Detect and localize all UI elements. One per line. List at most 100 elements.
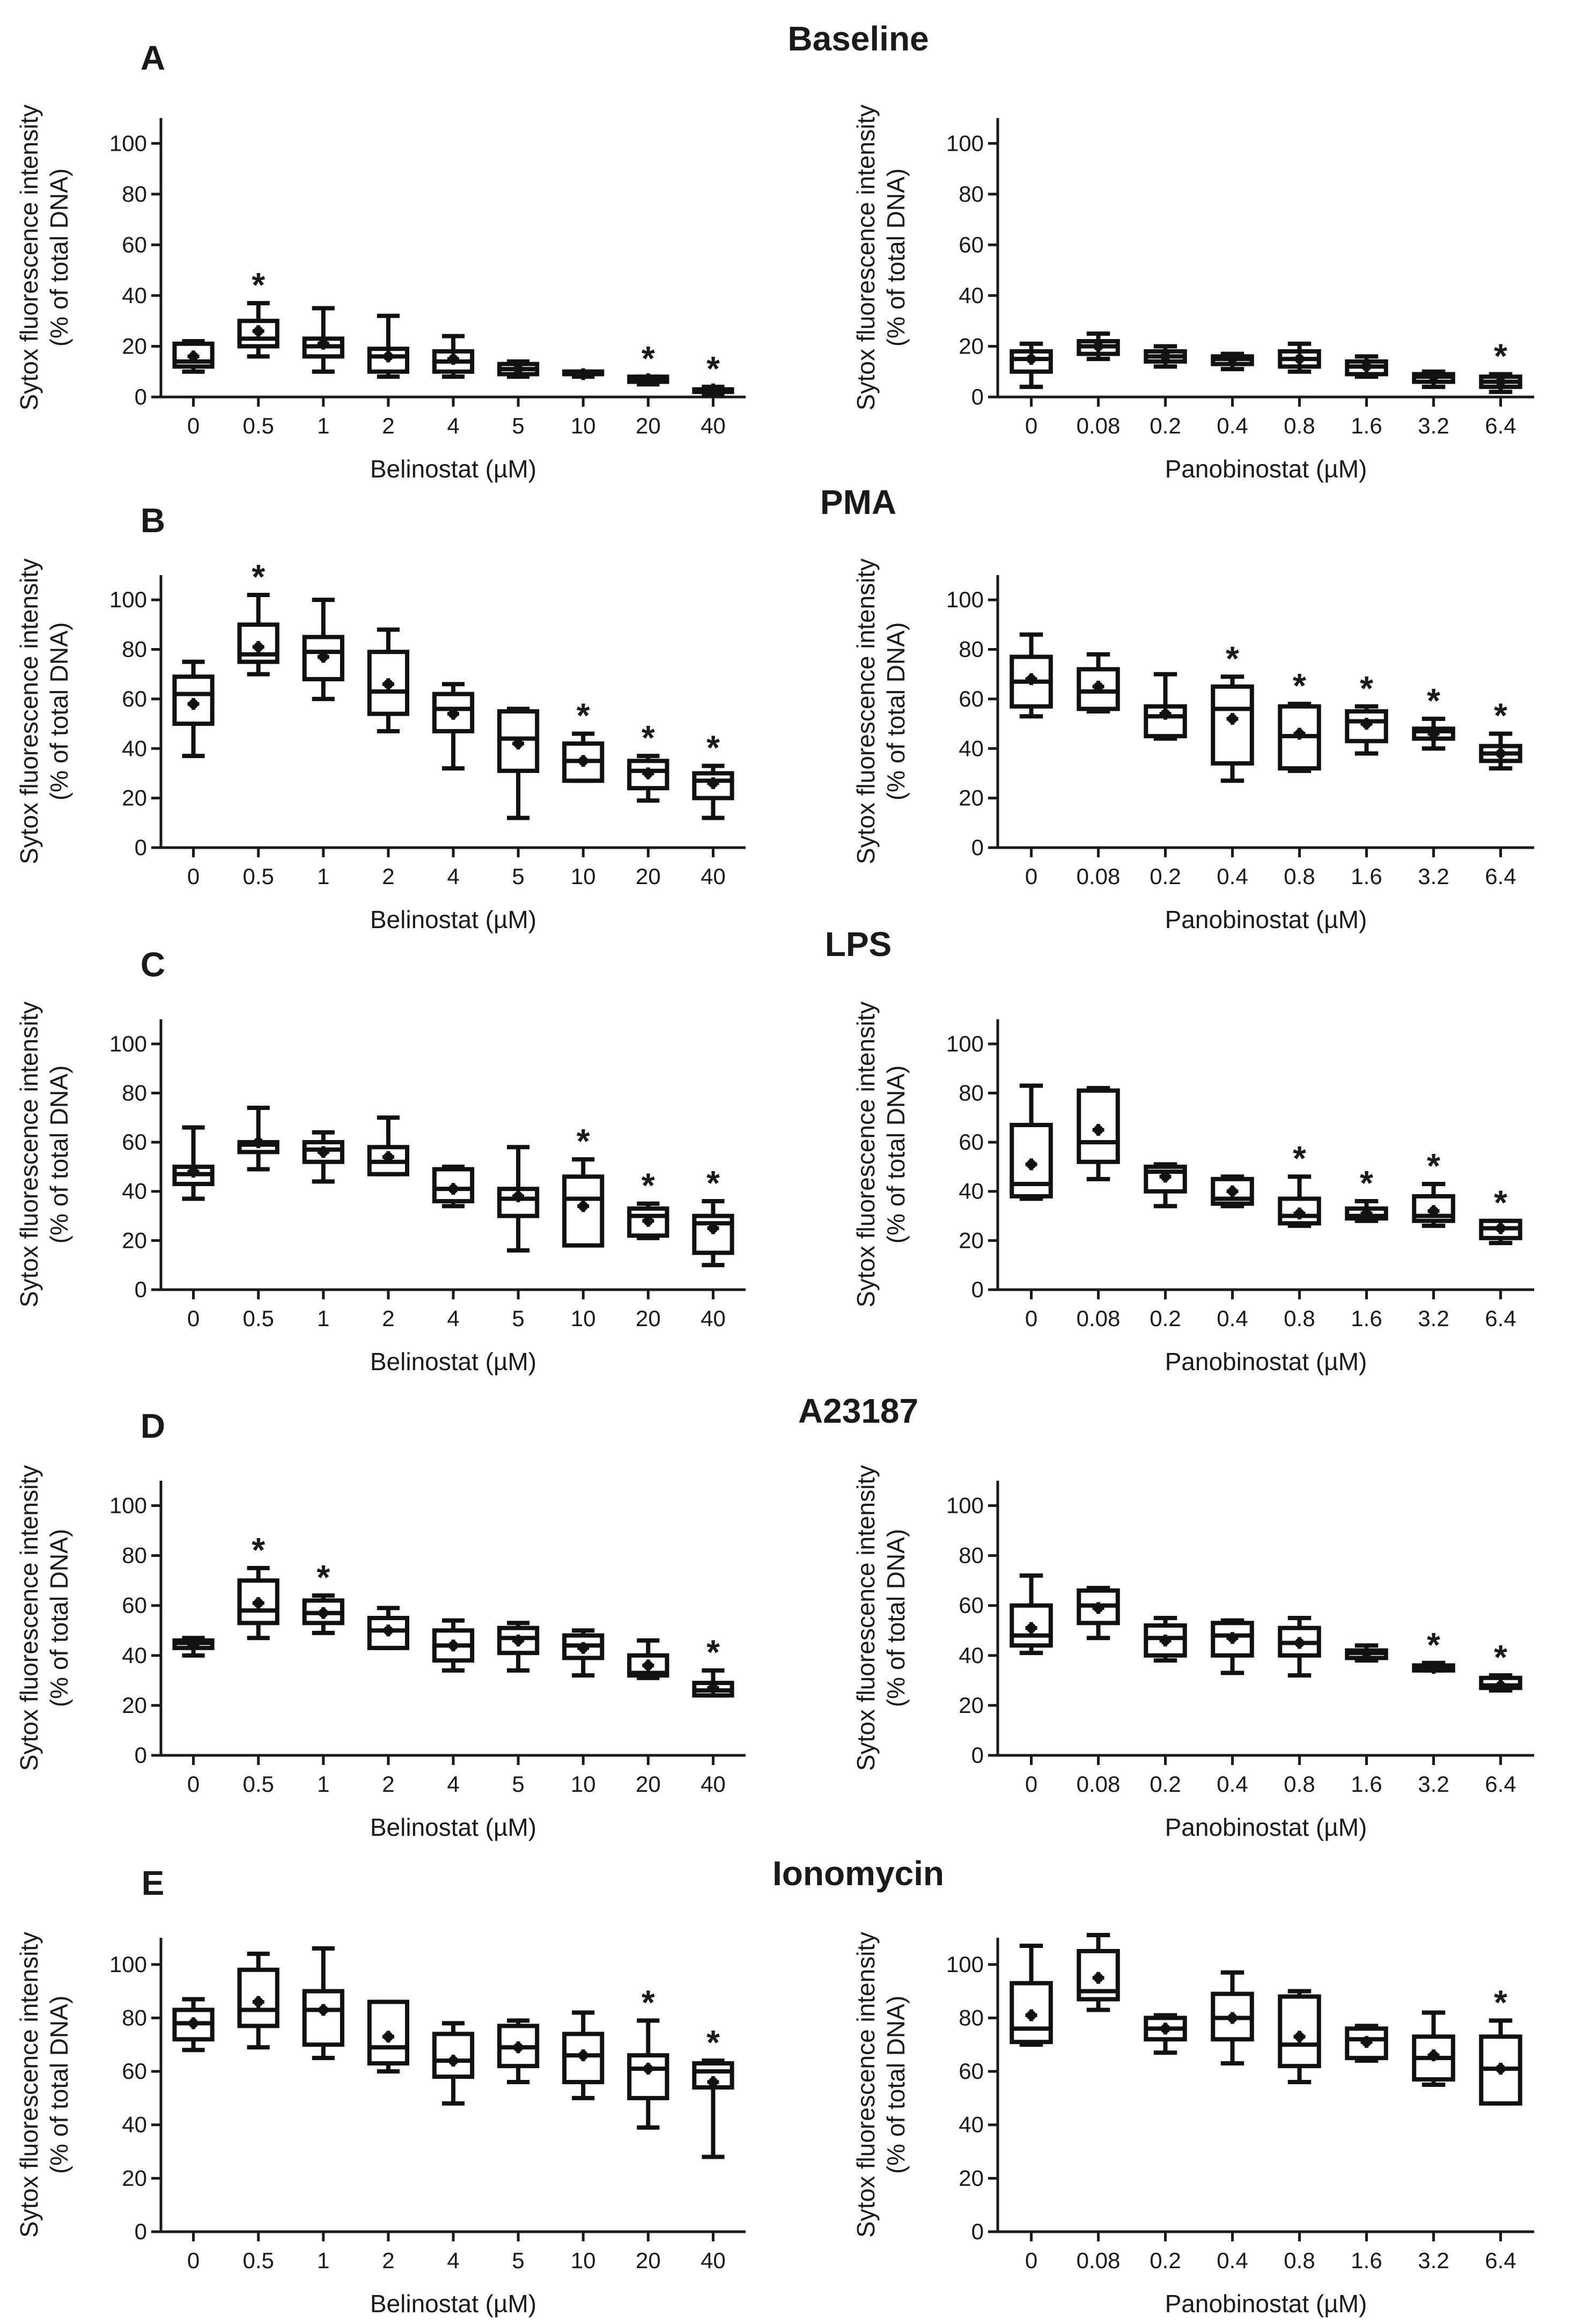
significance-star: * xyxy=(706,729,720,767)
box-5 xyxy=(497,2018,540,2085)
x-tick-label: 0 xyxy=(187,413,200,438)
y-axis-label-line2: (% of total DNA) xyxy=(882,622,910,800)
box-4 xyxy=(432,1164,475,1209)
y-tick-label: 0 xyxy=(135,835,147,860)
y-tick-label: 0 xyxy=(971,384,984,409)
panel-letter-c: C xyxy=(141,945,165,984)
significance-star: * xyxy=(1494,1983,1507,2021)
mean-dot xyxy=(1428,729,1439,739)
y-tick-label: 100 xyxy=(109,1031,147,1056)
significance-star: * xyxy=(1494,696,1507,735)
x-tick-label: 3.2 xyxy=(1418,1771,1449,1797)
mean-dot xyxy=(708,778,718,788)
box-3.2 xyxy=(1412,2010,1455,2087)
y-tick-label: 40 xyxy=(122,2112,147,2137)
x-tick-label: 3.2 xyxy=(1418,1306,1449,1331)
box-0 xyxy=(172,1125,215,1201)
x-tick-label: 0.2 xyxy=(1150,1771,1181,1797)
box-6.4: * xyxy=(1479,696,1522,771)
y-tick-label: 100 xyxy=(946,587,984,612)
box-0.8 xyxy=(1278,341,1321,374)
mean-dot xyxy=(1496,2064,1506,2074)
mean-dot xyxy=(1093,341,1103,351)
x-tick-label: 1 xyxy=(317,2248,329,2273)
x-tick-label: 2 xyxy=(382,1771,394,1797)
x-tick-label: 2 xyxy=(382,1306,394,1331)
x-tick-label: 0.5 xyxy=(242,2248,274,2273)
mean-dot xyxy=(1294,2032,1305,2042)
y-tick-label: 20 xyxy=(959,1693,984,1718)
x-tick-label: 3.2 xyxy=(1418,413,1449,438)
mean-dot xyxy=(188,2018,198,2028)
box-1 xyxy=(302,306,344,374)
significance-star: * xyxy=(1427,681,1440,720)
box-5 xyxy=(497,359,540,379)
y-axis-label-line1: Sytox fluorescence intensity xyxy=(852,105,880,410)
significance-star: * xyxy=(1360,669,1373,708)
y-tick-label: 60 xyxy=(959,1129,984,1154)
mean-dot xyxy=(383,1626,393,1636)
box-0.08 xyxy=(1077,1086,1120,1181)
x-tick-label: 20 xyxy=(636,1771,661,1797)
box-1 xyxy=(302,1946,344,2061)
box-0.4 xyxy=(1211,351,1254,371)
significance-star: * xyxy=(706,1633,720,1672)
mean-dot xyxy=(1093,1603,1103,1613)
mean-dot xyxy=(1361,719,1372,729)
x-tick-label: 1.6 xyxy=(1351,1306,1382,1331)
y-tick-label: 80 xyxy=(959,2005,984,2030)
x-axis-label: Belinostat (µM) xyxy=(370,2290,536,2318)
mean-dot xyxy=(1361,2037,1372,2047)
box-0 xyxy=(172,339,215,374)
chart-a-left: 0 20 40 60 80 100 0 0.5 1 2 4 5 10 20 40 Belinostat (µM… xyxy=(15,105,746,483)
y-tick-label: 100 xyxy=(946,130,984,156)
box-0.4: * xyxy=(1211,639,1254,783)
mean-dot xyxy=(253,642,263,652)
x-tick-label: 1 xyxy=(317,413,329,438)
x-tick-label: 20 xyxy=(636,1306,661,1331)
box-0.5 xyxy=(237,1105,279,1172)
mean-dot xyxy=(1361,362,1372,372)
box-0 xyxy=(1010,1943,1053,2047)
y-tick-label: 20 xyxy=(122,785,147,811)
mean-dot xyxy=(1428,1663,1439,1673)
y-tick-label: 20 xyxy=(122,333,147,358)
x-tick-label: 2 xyxy=(382,413,394,438)
y-tick-label: 60 xyxy=(959,1593,984,1618)
mean-dot xyxy=(1093,681,1103,692)
box-0.8: * xyxy=(1278,1139,1321,1228)
significance-star: * xyxy=(1427,1146,1440,1185)
significance-star: * xyxy=(252,1531,265,1569)
y-axis-label-line2: (% of total DNA) xyxy=(882,1529,910,1707)
x-tick-label: 0.08 xyxy=(1077,1306,1121,1331)
box-0 xyxy=(1010,1573,1053,1656)
y-axis-label-line2: (% of total DNA) xyxy=(45,168,73,347)
y-tick-label: 40 xyxy=(959,2112,984,2137)
mean-dot xyxy=(188,1167,198,1177)
y-axis-label-line1: Sytox fluorescence intensity xyxy=(15,1932,43,2238)
mean-dot xyxy=(1496,1223,1506,1233)
y-tick-label: 60 xyxy=(122,686,147,711)
x-tick-label: 6.4 xyxy=(1485,1306,1516,1331)
y-tick-label: 60 xyxy=(122,1129,147,1154)
mean-dot xyxy=(1227,1633,1238,1643)
x-tick-label: 4 xyxy=(447,413,459,438)
mean-dot xyxy=(253,1997,263,2007)
box-6.4: * xyxy=(1479,1183,1522,1245)
x-tick-label: 6.4 xyxy=(1485,413,1516,438)
x-tick-label: 1.6 xyxy=(1351,413,1382,438)
box-0.2 xyxy=(1144,1616,1187,1663)
box-0.5 xyxy=(237,1951,279,2050)
mean-dot xyxy=(1428,1206,1439,1216)
y-axis-label-line2: (% of total DNA) xyxy=(882,1065,910,1244)
iqr-box xyxy=(302,1140,344,1164)
mean-dot xyxy=(513,2042,524,2053)
x-tick-label: 1 xyxy=(317,1771,329,1797)
box-10: * xyxy=(562,696,605,783)
x-axis-label: Panobinostat (µM) xyxy=(1165,906,1367,933)
mean-dot xyxy=(1026,1623,1036,1633)
x-tick-label: 1.6 xyxy=(1351,864,1382,889)
iqr-box xyxy=(1211,684,1254,766)
x-tick-label: 1 xyxy=(317,864,329,889)
y-tick-label: 60 xyxy=(122,232,147,257)
